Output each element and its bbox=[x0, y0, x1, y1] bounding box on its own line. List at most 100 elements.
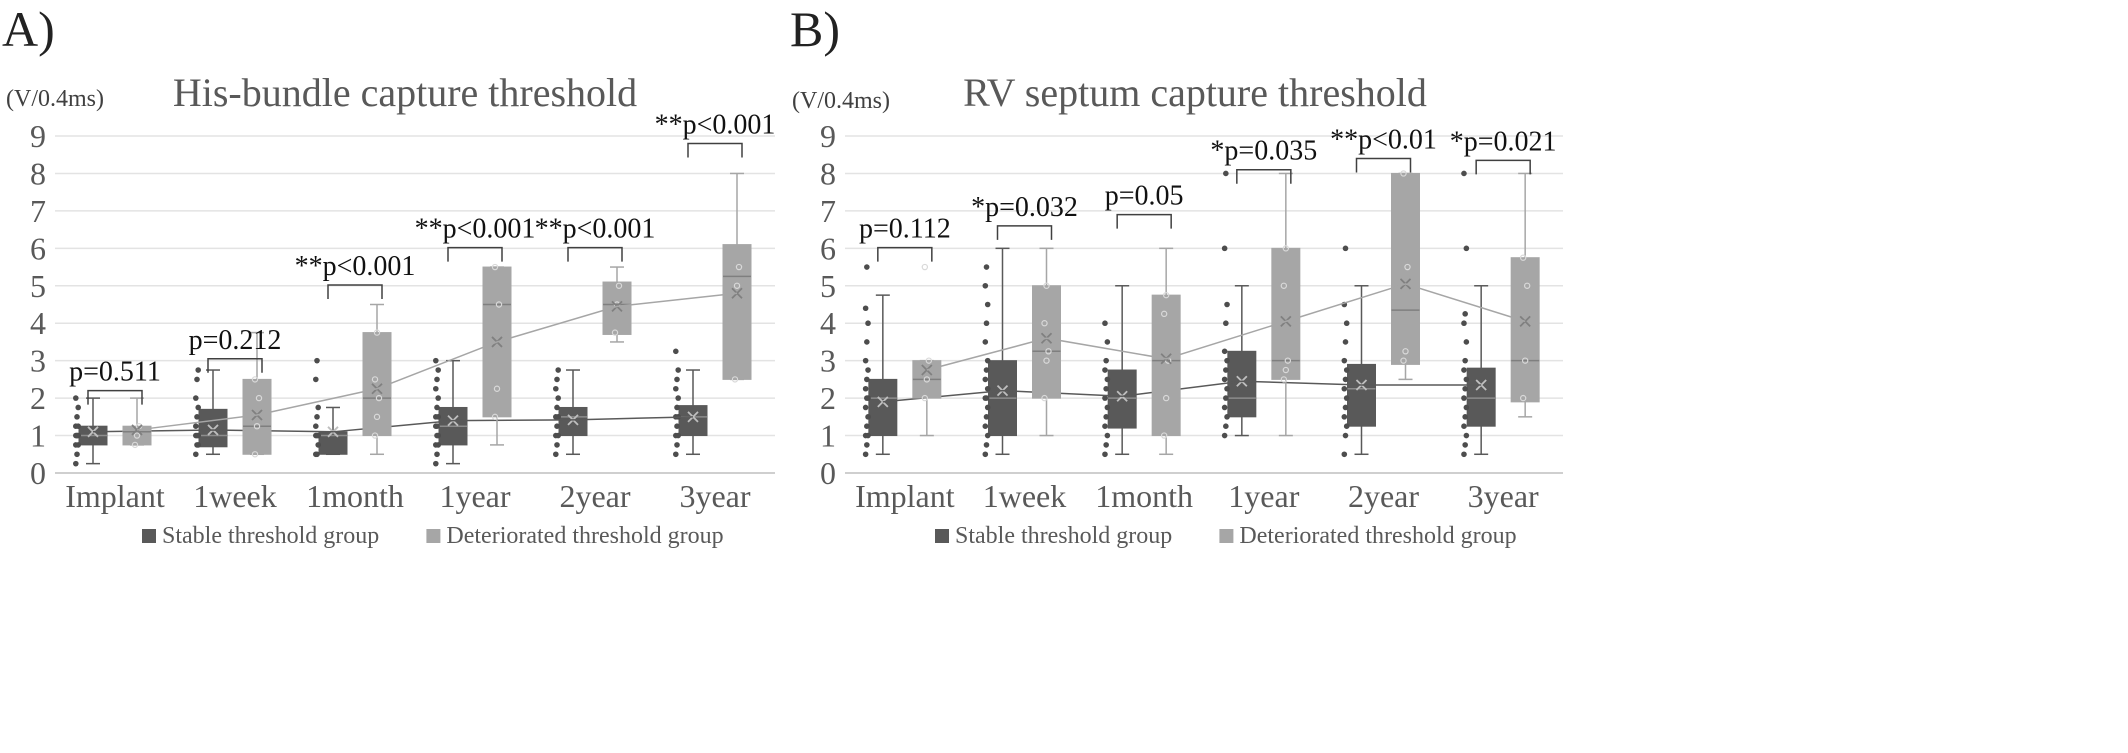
p-value-label: *p=0.021 bbox=[1450, 126, 1557, 157]
box bbox=[1227, 350, 1257, 418]
data-point bbox=[1104, 339, 1111, 345]
data-point bbox=[1342, 339, 1349, 345]
mean-marker bbox=[131, 424, 143, 436]
data-point bbox=[435, 432, 442, 439]
y-tick-label: 6 bbox=[30, 230, 46, 266]
significance-bracket bbox=[567, 246, 623, 262]
data-point bbox=[1043, 357, 1050, 364]
legend-swatch bbox=[142, 529, 156, 543]
data-point bbox=[1462, 311, 1468, 317]
data-point bbox=[1462, 414, 1468, 420]
y-axis-label: (V/0.4ms) bbox=[6, 86, 104, 112]
data-point bbox=[984, 432, 991, 439]
deteriorated-box bbox=[362, 303, 392, 456]
deteriorated-box bbox=[1391, 170, 1420, 381]
data-point bbox=[1282, 366, 1290, 374]
p-value-label: p=0.05 bbox=[1105, 181, 1184, 212]
data-point bbox=[1041, 394, 1048, 402]
data-point bbox=[493, 385, 501, 392]
data-point bbox=[1461, 451, 1467, 458]
stable-box bbox=[553, 367, 588, 458]
data-point bbox=[554, 376, 560, 383]
box bbox=[1466, 367, 1496, 427]
y-tick-label: 7 bbox=[820, 193, 836, 229]
data-point bbox=[195, 404, 201, 411]
data-point bbox=[74, 451, 80, 458]
data-point bbox=[862, 357, 869, 364]
data-point bbox=[982, 423, 989, 429]
stable-mean-line bbox=[92, 416, 694, 433]
data-point bbox=[864, 423, 870, 429]
data-point bbox=[1221, 432, 1228, 439]
data-point bbox=[433, 357, 439, 364]
data-point bbox=[1343, 320, 1350, 327]
data-point bbox=[1104, 376, 1111, 383]
data-point bbox=[1104, 432, 1111, 439]
data-point bbox=[315, 432, 322, 439]
deteriorated-box bbox=[722, 172, 752, 383]
data-point bbox=[983, 320, 990, 327]
data-point bbox=[983, 395, 990, 401]
data-point bbox=[193, 451, 199, 458]
data-point bbox=[74, 414, 80, 420]
p-value-label: p=0.212 bbox=[189, 325, 282, 356]
data-point bbox=[74, 432, 80, 439]
data-point bbox=[554, 442, 560, 448]
data-point bbox=[193, 423, 199, 429]
box bbox=[1510, 257, 1540, 403]
data-point bbox=[553, 414, 559, 420]
data-point bbox=[611, 329, 619, 336]
legend-label: Stable threshold group bbox=[162, 523, 379, 549]
deteriorated-box bbox=[1510, 172, 1540, 418]
data-point bbox=[862, 404, 869, 411]
data-point bbox=[1221, 245, 1228, 252]
data-point bbox=[195, 432, 201, 439]
p-value-label: p=0.511 bbox=[69, 357, 161, 388]
data-point bbox=[555, 367, 561, 373]
data-point bbox=[553, 385, 559, 392]
y-tick-label: 0 bbox=[30, 455, 46, 491]
data-point bbox=[1463, 404, 1470, 411]
data-point bbox=[491, 413, 499, 421]
data-point bbox=[865, 367, 871, 373]
data-point bbox=[1041, 320, 1048, 327]
data-point bbox=[1221, 404, 1228, 411]
y-tick-label: 9 bbox=[30, 118, 46, 154]
data-point bbox=[983, 442, 990, 448]
data-point bbox=[862, 305, 869, 312]
legend-swatch bbox=[1219, 529, 1234, 543]
data-point bbox=[862, 432, 869, 439]
y-tick-label: 0 bbox=[820, 455, 836, 491]
deteriorated-mean-line bbox=[926, 283, 1526, 371]
box bbox=[362, 332, 392, 437]
data-point bbox=[1224, 357, 1230, 364]
data-point bbox=[1280, 282, 1288, 289]
data-point bbox=[251, 451, 259, 458]
data-point bbox=[1462, 442, 1468, 448]
legend: Stable threshold group Deteriorated thres… bbox=[935, 523, 1517, 549]
data-point bbox=[984, 385, 991, 392]
data-point bbox=[1461, 320, 1467, 327]
data-point bbox=[1462, 385, 1468, 392]
data-point bbox=[314, 357, 320, 364]
data-point bbox=[435, 395, 442, 401]
x-tick-label: 3year bbox=[1468, 478, 1539, 514]
data-point bbox=[1221, 348, 1228, 355]
deteriorated-box bbox=[912, 263, 942, 437]
data-point bbox=[195, 367, 201, 373]
data-point bbox=[1343, 367, 1350, 373]
box bbox=[602, 281, 632, 335]
data-point bbox=[1523, 282, 1531, 289]
data-point bbox=[1342, 245, 1349, 252]
data-point bbox=[984, 404, 991, 411]
data-point bbox=[984, 357, 991, 364]
x-tick-label: 1week bbox=[193, 478, 277, 514]
data-point bbox=[434, 376, 440, 383]
data-point bbox=[193, 395, 199, 401]
data-point bbox=[983, 264, 990, 270]
data-point bbox=[1102, 320, 1108, 327]
data-point bbox=[1160, 432, 1168, 439]
data-point bbox=[434, 423, 440, 429]
data-point bbox=[984, 301, 991, 308]
